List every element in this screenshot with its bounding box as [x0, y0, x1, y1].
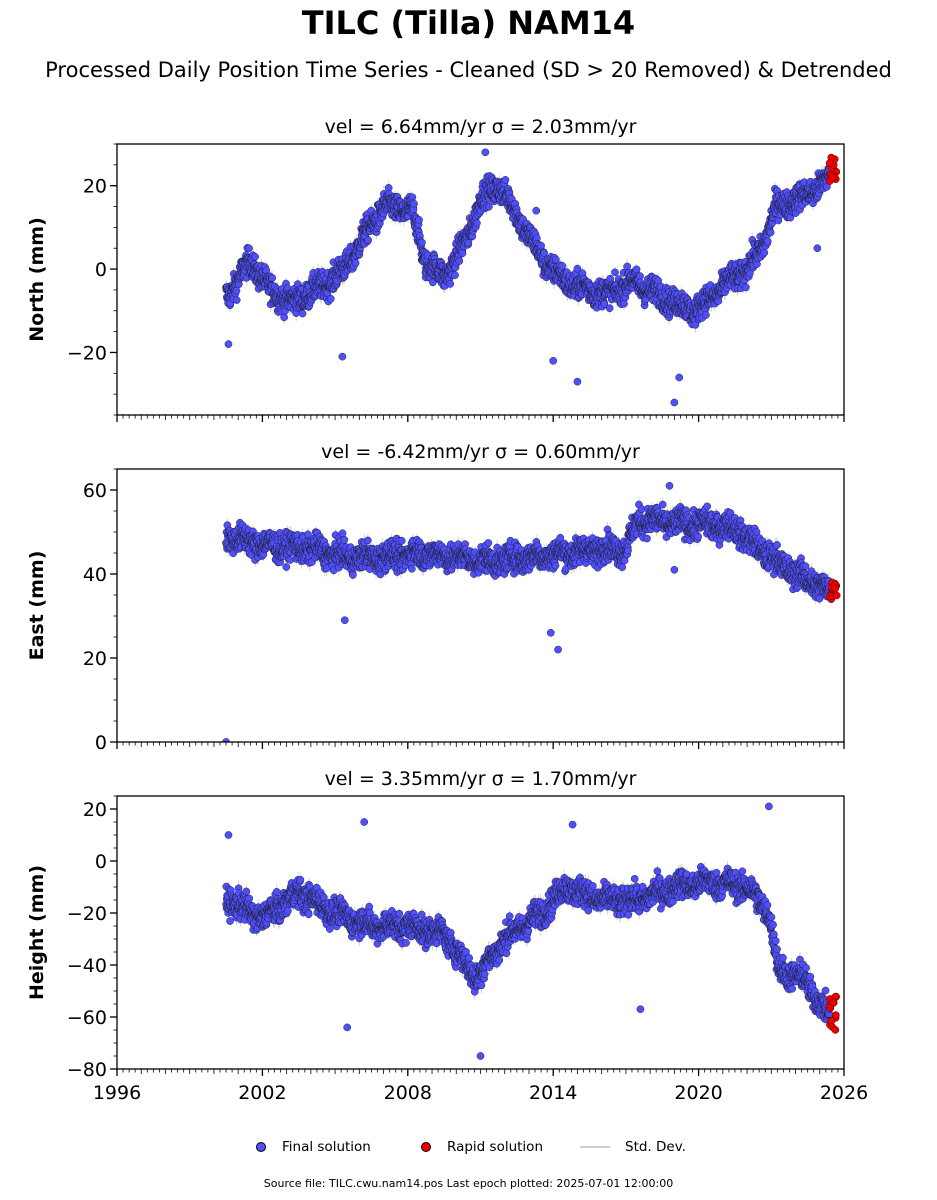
final-point — [763, 237, 772, 246]
final-point — [537, 241, 545, 250]
final-point — [742, 283, 750, 292]
final-point — [605, 304, 614, 313]
final-outlier-point — [573, 377, 582, 386]
final-point — [473, 219, 481, 227]
final-point — [251, 252, 259, 261]
rapid-point — [828, 173, 837, 181]
final-outlier-point — [813, 244, 822, 253]
final-point — [632, 265, 641, 274]
final-point — [636, 272, 644, 280]
panel-0-marks — [222, 148, 841, 407]
final-point — [298, 309, 307, 318]
final-outlier-point — [675, 373, 684, 382]
panel-1-marks — [222, 481, 841, 742]
final-point — [232, 286, 241, 295]
final-outlier-point — [338, 352, 347, 361]
final-point — [766, 228, 775, 237]
final-point — [458, 249, 467, 258]
final-point — [280, 313, 288, 322]
final-point — [364, 236, 372, 244]
final-point — [551, 255, 560, 264]
rapid-point — [825, 159, 834, 167]
figure-subtitle: Processed Daily Position Time Series - C… — [45, 58, 892, 82]
final-outlier-point — [549, 356, 558, 365]
final-point — [573, 264, 582, 273]
final-outlier-point — [481, 148, 490, 157]
final-point — [620, 299, 628, 308]
final-point — [600, 300, 609, 308]
final-outlier-point — [670, 398, 679, 407]
y-tick-label: 20 — [83, 176, 107, 198]
final-point — [501, 176, 510, 184]
final-point — [558, 261, 567, 270]
final-point — [232, 296, 241, 304]
final-point — [418, 238, 426, 247]
final-point — [623, 262, 632, 271]
final-point — [540, 248, 548, 257]
final-point — [326, 294, 335, 303]
final-point — [464, 239, 473, 247]
final-outlier-point — [532, 206, 541, 215]
y-tick-label: 0 — [95, 259, 107, 281]
final-point — [451, 271, 459, 279]
final-point — [702, 311, 710, 319]
panel-0: −20 0 20 vel = 6.64mm/yr σ = 2.03mm/yr North… — [26, 116, 845, 422]
final-outlier-point — [224, 340, 233, 348]
final-point — [410, 199, 418, 208]
final-point — [611, 268, 619, 277]
final-point — [245, 244, 253, 253]
y-tick-label: −20 — [67, 342, 107, 364]
final-point — [485, 202, 493, 211]
final-point — [760, 248, 769, 257]
y-axis-label: North (mm) — [26, 217, 48, 342]
panel-title: vel = 6.64mm/yr σ = 2.03mm/yr — [325, 116, 637, 138]
final-point — [351, 259, 360, 267]
final-point — [415, 216, 423, 224]
final-point — [446, 280, 455, 288]
final-point — [455, 257, 464, 265]
final-point — [268, 274, 276, 282]
figure-title: TILC (Tilla) NAM14 — [301, 4, 636, 42]
